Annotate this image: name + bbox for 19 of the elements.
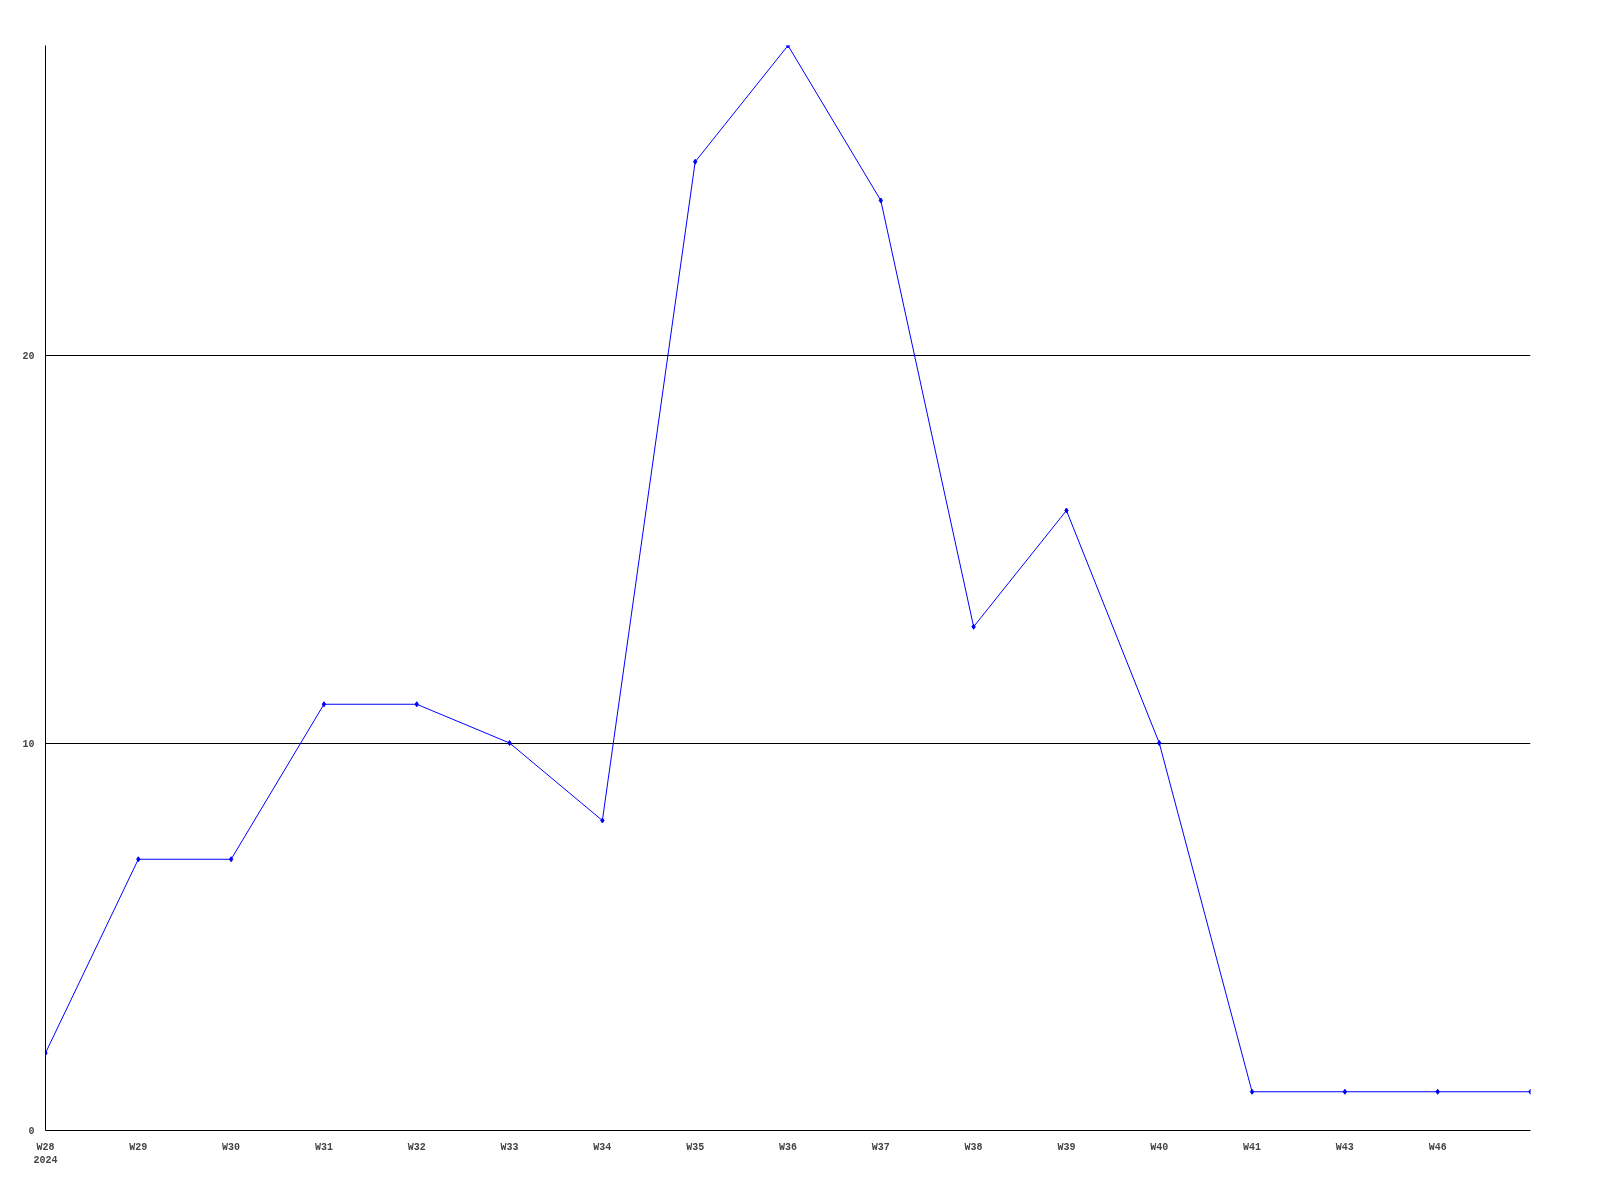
y-tick-label: 20: [22, 351, 35, 362]
x-tick-label: W39: [1057, 1141, 1076, 1153]
x-tick-label: W38: [964, 1141, 983, 1153]
x-tick-label: W30: [222, 1141, 241, 1153]
x-tick-label: W35: [686, 1141, 705, 1153]
x-tick-label: W32: [407, 1141, 426, 1153]
x-tick-label: W37: [871, 1141, 890, 1153]
x-tick-label: W33: [500, 1141, 519, 1153]
y-tick-label: 0: [28, 1126, 35, 1137]
x-tick-label: W28 2024: [33, 1141, 58, 1166]
x-tick-label: W46: [1428, 1141, 1447, 1153]
x-tick-label: W36: [779, 1141, 798, 1153]
x-tick-label: W41: [1243, 1141, 1262, 1153]
x-tick-label: W31: [314, 1141, 333, 1153]
y-tick-label: 10: [22, 738, 35, 750]
x-tick-label: W40: [1150, 1141, 1169, 1153]
x-tick-label: W43: [1335, 1141, 1354, 1153]
x-tick-label: W34: [593, 1141, 612, 1153]
x-tick-label: W29: [129, 1141, 148, 1153]
